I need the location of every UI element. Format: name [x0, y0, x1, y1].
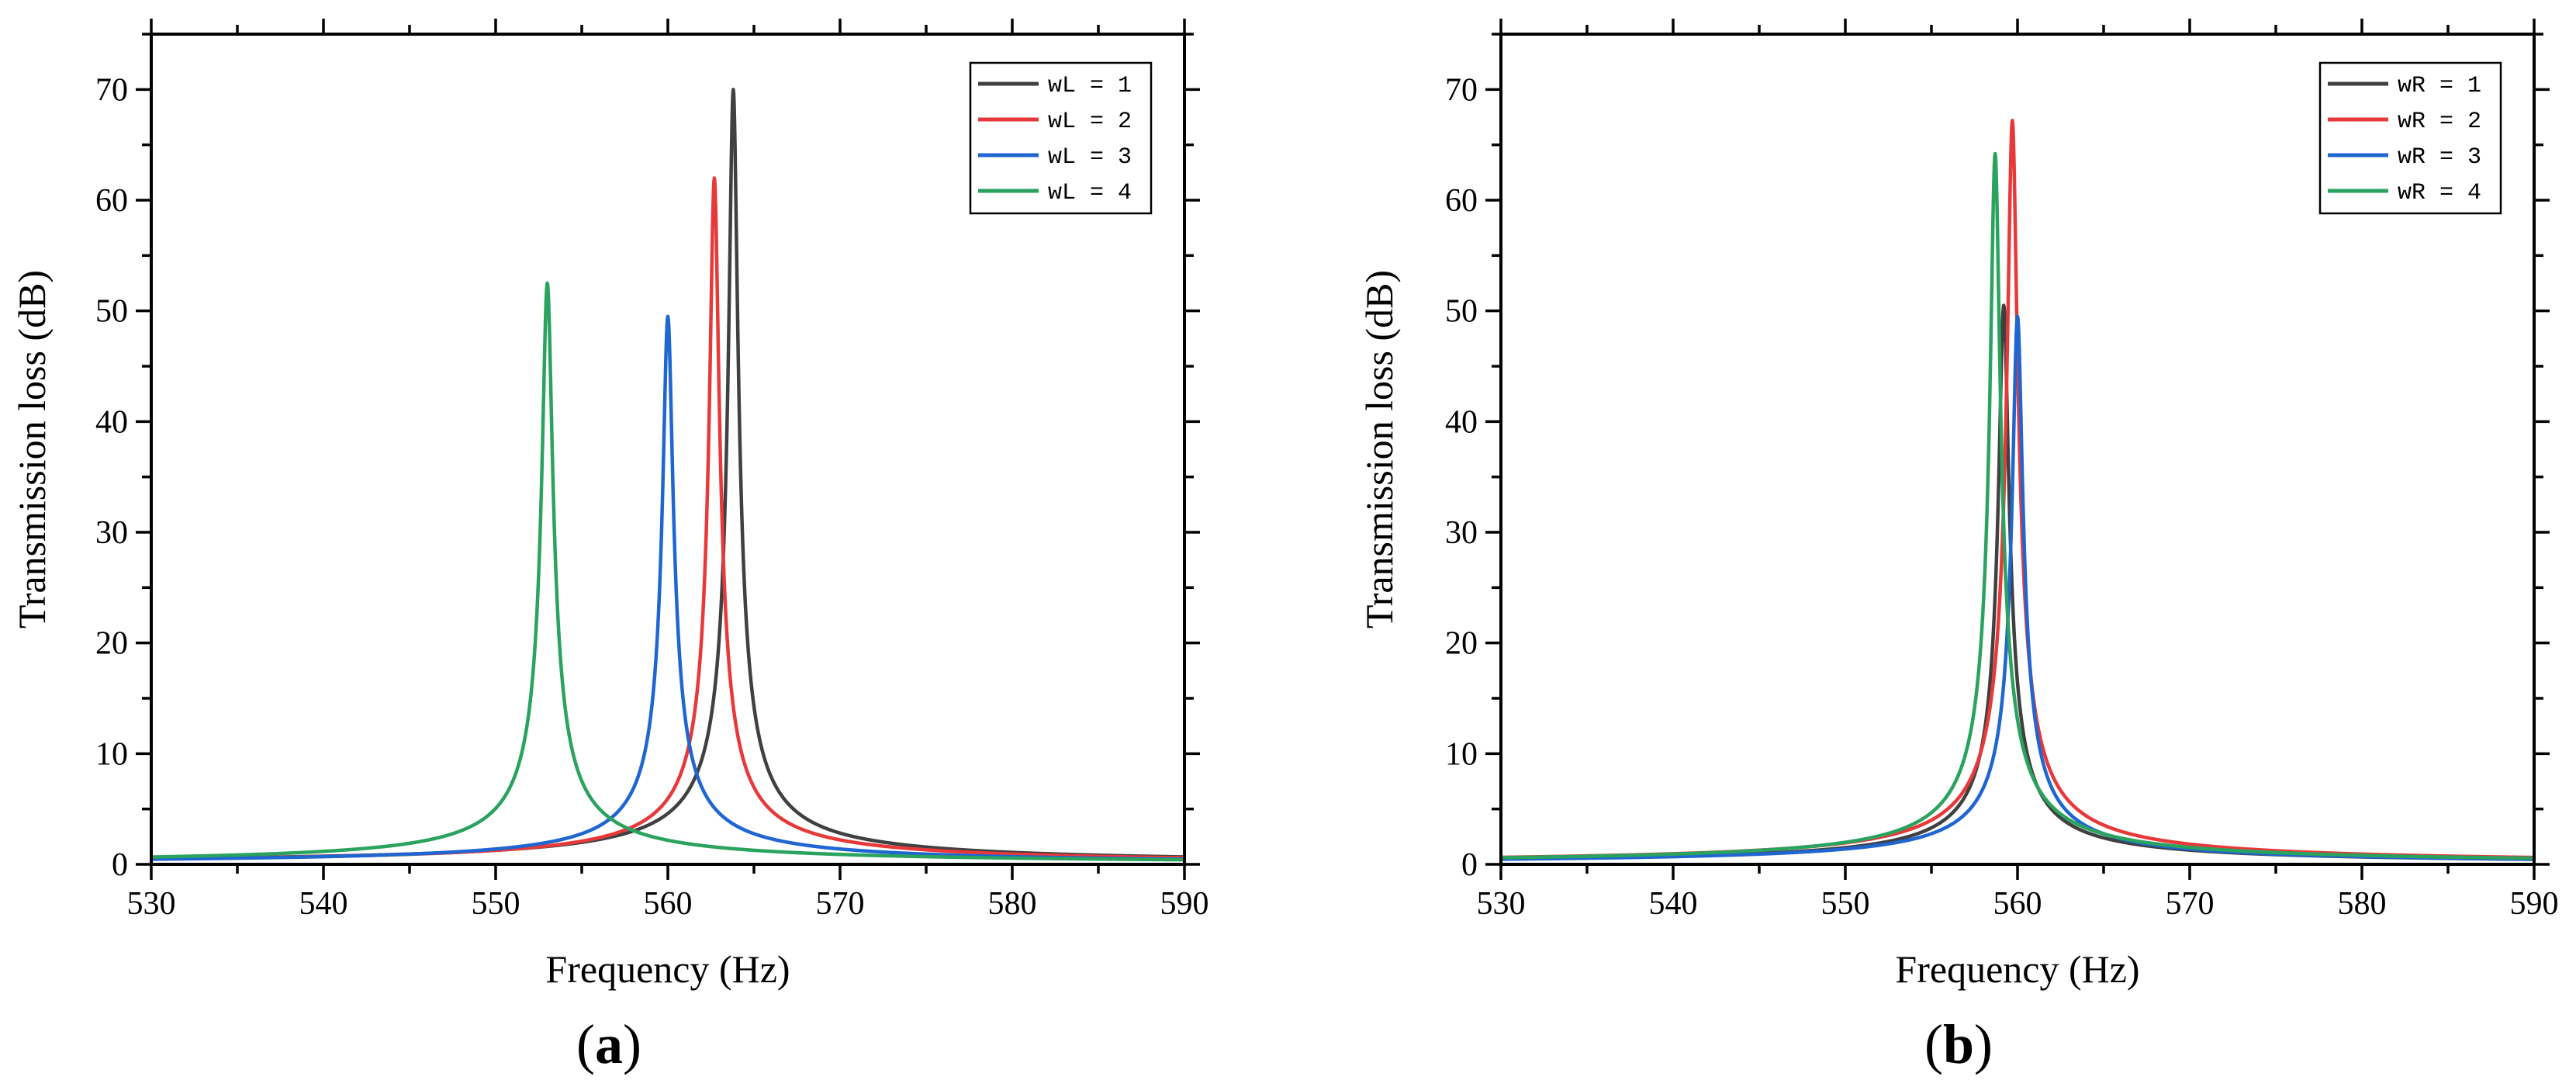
x-axis-title: Frequency (Hz) — [545, 947, 790, 991]
x-tick-label: 570 — [2166, 886, 2215, 922]
chart-panel-b: 530 540 550 560 570 580 590 0 10 20 30 40 50 60 70 Freq… — [1357, 19, 2559, 1075]
y-axis-title: Transmission loss (dB) — [1357, 270, 1401, 628]
legend-label: wL = 2 — [1048, 109, 1132, 135]
panel-label: (b) — [1924, 1013, 1993, 1075]
y-tick-label: 50 — [95, 294, 128, 330]
series-group — [1501, 119, 2534, 861]
x-tick-label: 570 — [816, 886, 865, 922]
x-tick-label: 530 — [127, 886, 176, 922]
legend-box — [2318, 61, 2502, 215]
y-axis-title: Transmission loss (dB) — [10, 270, 54, 628]
y-tick-label: 40 — [1445, 404, 1478, 440]
y-tick-label: 0 — [1461, 847, 1478, 883]
axes: 530 540 550 560 570 580 590 0 10 20 30 40 50 60 70 — [1445, 19, 2559, 922]
y-tick-label: 10 — [95, 736, 128, 772]
y-tick-label: 30 — [1445, 515, 1478, 551]
series-line-4 — [1501, 151, 2534, 860]
axes: 530 540 550 560 570 580 590 0 10 20 30 40 50 60 70 — [95, 19, 1209, 922]
legend-label: wL = 4 — [1048, 180, 1132, 206]
x-tick-label: 530 — [1477, 886, 1526, 922]
series-line-2 — [151, 176, 1184, 861]
legend-label: wR = 1 — [2398, 73, 2481, 99]
y-tick-label: 10 — [1445, 736, 1478, 772]
y-tick-label: 60 — [1445, 183, 1478, 219]
x-tick-label: 560 — [644, 886, 693, 922]
y-tick-label: 40 — [95, 404, 128, 440]
x-tick-label: 590 — [2510, 886, 2559, 922]
x-axis-title: Frequency (Hz) — [1895, 947, 2139, 991]
legend-label: wR = 3 — [2398, 144, 2481, 171]
legend-label: wL = 3 — [1048, 144, 1132, 171]
y-tick-label: 20 — [95, 626, 128, 662]
x-tick-label: 550 — [472, 886, 520, 922]
x-tick-label: 590 — [1160, 886, 1209, 922]
legend-label: wR = 4 — [2398, 180, 2481, 206]
legend-box — [969, 61, 1153, 215]
x-tick-label: 560 — [1993, 886, 2042, 922]
legend-label: wL = 1 — [1048, 73, 1132, 99]
series-group — [151, 88, 1184, 862]
x-tick-label: 540 — [299, 886, 348, 922]
y-tick-label: 70 — [95, 72, 128, 108]
y-tick-label: 30 — [95, 515, 128, 551]
series-line-2 — [1501, 119, 2534, 860]
x-tick-label: 580 — [988, 886, 1037, 922]
y-tick-label: 50 — [1445, 294, 1478, 330]
panel-label: (a) — [576, 1013, 641, 1075]
legend-label: wR = 2 — [2398, 109, 2481, 135]
y-tick-label: 70 — [1445, 72, 1478, 108]
y-tick-label: 20 — [1445, 626, 1478, 662]
legend: wR = 1 wR = 2 wR = 3 wR = 4 — [2318, 61, 2502, 215]
y-tick-label: 0 — [112, 847, 128, 883]
series-line-4 — [151, 281, 1184, 862]
chart-panel-a: 530 540 550 560 570 580 590 0 10 20 30 40 50 60 70 Freq… — [10, 19, 1209, 1075]
legend: wL = 1 wL = 2 wL = 3 wL = 4 — [969, 61, 1153, 215]
y-tick-label: 60 — [95, 183, 128, 219]
x-tick-label: 580 — [2338, 886, 2387, 922]
x-tick-label: 550 — [1821, 886, 1870, 922]
series-line-3 — [151, 314, 1184, 861]
x-tick-label: 540 — [1649, 886, 1698, 922]
